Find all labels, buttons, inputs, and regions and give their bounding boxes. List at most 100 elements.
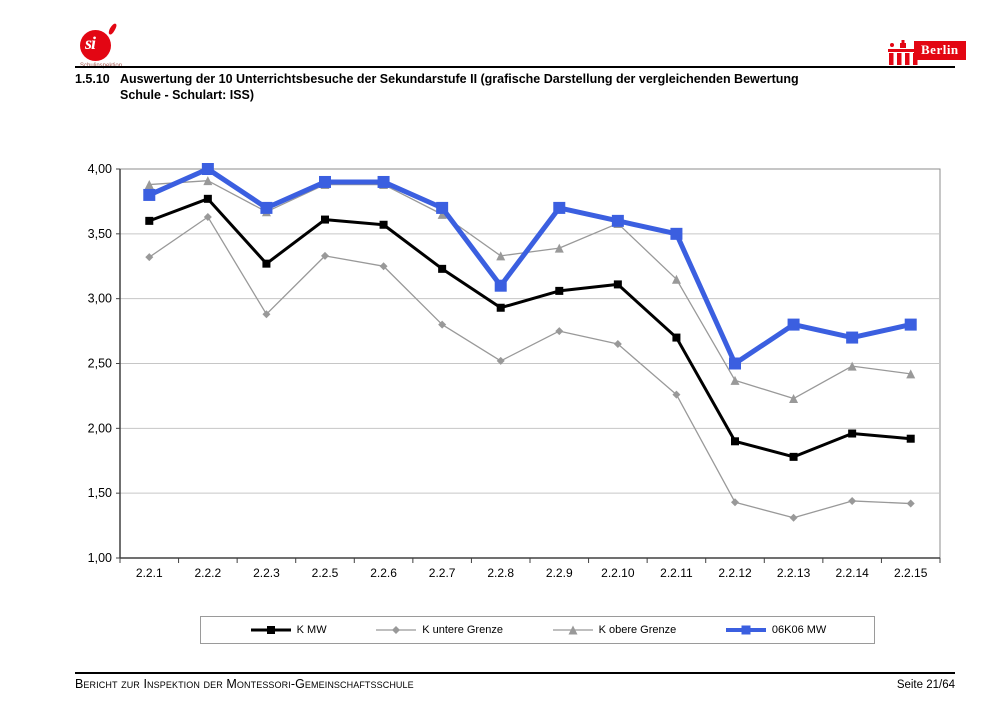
series-k-mw-marker	[145, 216, 154, 225]
legend-item-06k06-mw: 06K06 MW	[724, 624, 826, 636]
series-k-obere-grenze-marker	[847, 361, 857, 371]
series-k-mw-marker	[848, 429, 857, 438]
x-axis-label: 2.2.5	[312, 566, 339, 580]
header-rule	[75, 66, 955, 68]
series-k-mw-marker	[321, 215, 329, 224]
series-06k06-mw-marker	[670, 227, 683, 240]
x-axis-label: 2.2.9	[546, 566, 573, 580]
series-k-untere-grenze-marker	[848, 496, 857, 505]
legend-marker-k-obere-grenze	[552, 625, 593, 635]
schulinspektion-logo: si Schulinspektion	[80, 22, 140, 69]
berlin-logo: Berlin	[886, 36, 966, 66]
x-axis-label: 2.2.13	[777, 566, 811, 580]
series-06k06-mw-marker	[260, 201, 273, 214]
x-axis-label: 2.2.2	[195, 566, 222, 580]
series-k-untere-grenze-marker	[555, 327, 564, 336]
legend-item-k-untere-grenze: K untere Grenze	[374, 624, 503, 636]
series-k-untere-grenze-marker	[672, 390, 681, 399]
berlin-wordmark: Berlin	[914, 41, 966, 60]
legend-label: 06K06 MW	[771, 624, 827, 636]
legend-marker-shape	[392, 626, 401, 634]
series-k-obere-grenze-marker	[144, 180, 154, 190]
series-06k06-mw-marker	[377, 175, 390, 188]
series-k-mw-marker	[613, 280, 622, 289]
series-k-untere-grenze-marker	[906, 499, 915, 508]
series-k-obere-grenze-marker	[789, 394, 799, 404]
series-k-untere-grenze-marker	[438, 320, 447, 329]
series-06k06-mw-marker	[846, 331, 859, 344]
legend-marker-shape	[568, 625, 578, 635]
series-k-mw-marker	[555, 286, 564, 295]
section-number: 1.5.10	[75, 72, 110, 86]
title-line-1: Auswertung der 10 Unterrichtsbesuche der…	[120, 72, 799, 86]
y-axis-label: 2,50	[88, 357, 112, 371]
series-k-obere-grenze-marker	[203, 176, 213, 186]
series-k-mw-marker	[262, 259, 271, 268]
series-k-mw-marker	[496, 303, 505, 312]
series-06k06-mw-line	[148, 166, 912, 366]
series-k-untere-grenze-marker	[145, 253, 154, 262]
si-logo-icon: si	[80, 22, 118, 61]
x-axis-label: 2.2.6	[370, 566, 397, 580]
series-k-untere-grenze-marker	[203, 212, 212, 221]
x-axis-label: 2.2.7	[429, 566, 456, 580]
series-k-obere-grenze-marker	[554, 243, 564, 253]
legend-marker-06k06-mw	[725, 625, 766, 635]
series-k-untere-grenze-marker	[262, 310, 271, 319]
series-k-mw-marker	[906, 434, 915, 443]
flame-icon	[107, 22, 118, 36]
chart-canvas: 1,00 1,50 2,00 2,50 3,00 3,50 4,00 2.2.1 2.2.2 2.…	[88, 162, 941, 580]
series-k-obere-grenze-marker	[496, 251, 506, 261]
legend-marker-shape	[266, 626, 275, 634]
x-axis-label: 2.2.3	[253, 566, 280, 580]
page-number: Seite 21/64	[896, 679, 955, 691]
series-k-untere-grenze-marker	[321, 251, 329, 260]
series-06k06-mw-marker	[319, 175, 331, 188]
series-k-mw-line	[148, 197, 911, 459]
legend-label: K obere Grenze	[598, 624, 677, 636]
y-axis-label: 1,00	[88, 551, 112, 565]
x-axis-label: 2.2.15	[894, 566, 928, 580]
legend-item-k-obere-grenze: K obere Grenze	[551, 624, 677, 636]
series-k-obere-grenze-marker	[437, 209, 447, 219]
legend-item-k-mw: K MW	[249, 624, 327, 636]
x-axis-label: 2.2.10	[601, 566, 635, 580]
legend-label: K untere Grenze	[422, 624, 503, 636]
series-k-mw-marker	[379, 220, 388, 229]
legend-marker-shape	[741, 625, 751, 635]
series-k-obere-grenze-marker	[671, 274, 681, 284]
series-k-untere-grenze-line	[148, 216, 911, 519]
page-footer: Bericht zur Inspektion der Montessori-Ge…	[75, 677, 955, 691]
x-axis-label: 2.2.8	[487, 566, 514, 580]
series-k-obere-grenze-marker	[730, 375, 740, 385]
series-k-untere-grenze-marker	[379, 262, 388, 271]
y-axis-label: 1,50	[88, 486, 112, 500]
series-k-obere-grenze-marker	[906, 369, 916, 379]
series-k-obere-grenze-line	[149, 180, 911, 400]
series-06k06-mw-marker	[201, 163, 214, 175]
y-axis-label: 3,00	[88, 292, 112, 306]
title-line-2: Schule - Schulart: ISS)	[120, 88, 255, 102]
series-k-untere-grenze-marker	[496, 356, 505, 365]
legend-marker-k-untere-grenze	[376, 626, 417, 634]
x-axis-label: 2.2.11	[660, 566, 693, 580]
section-title-text: Auswertung der 10 Unterrichtsbesuche der…	[120, 71, 799, 103]
series-06k06-mw-marker	[787, 318, 800, 331]
chart-legend: K MW K untere Grenze K obere Grenze 06K06 M…	[200, 616, 875, 644]
series-k-untere-grenze-marker	[613, 340, 622, 349]
series-06k06-mw-marker	[494, 279, 507, 292]
footer-report-title: Bericht zur Inspektion der Montessori-Ge…	[75, 677, 414, 691]
section-title: 1.5.10 Auswertung der 10 Unterrichtsbesu…	[75, 71, 955, 103]
x-axis-label: 2.2.12	[718, 566, 752, 580]
series-06k06-mw-marker	[611, 214, 624, 227]
si-logo-text: si	[85, 33, 96, 53]
series-06k06-mw-marker	[143, 188, 156, 201]
series-06k06-mw-marker	[436, 201, 449, 214]
y-axis-label: 4,00	[88, 162, 112, 176]
legend-label: K MW	[296, 624, 327, 636]
x-axis-label: 2.2.1	[136, 566, 163, 580]
series-k-mw-marker	[672, 333, 681, 342]
series-k-mw-marker	[203, 194, 212, 203]
x-axis-label: 2.2.14	[835, 566, 869, 580]
series-k-untere-grenze-marker	[731, 498, 739, 507]
